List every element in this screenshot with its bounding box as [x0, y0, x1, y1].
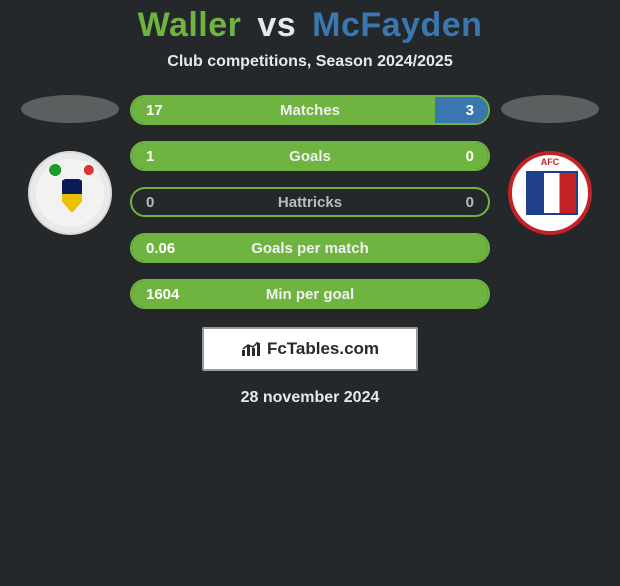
right-ellipse [501, 95, 599, 123]
stat-bar: 1Goals0 [130, 141, 490, 171]
left-side [20, 95, 120, 235]
stat-bars: 17Matches31Goals00Hattricks00.06Goals pe… [130, 95, 490, 309]
afc-fylde-crest [508, 151, 592, 235]
stat-metric-label: Goals per match [132, 240, 488, 257]
stat-value-right: 3 [466, 102, 474, 119]
stat-metric-label: Goals [132, 148, 488, 165]
comparison-title: Waller vs McFayden [0, 6, 620, 45]
stat-value-right: 0 [466, 148, 474, 165]
stat-metric-label: Matches [132, 102, 488, 119]
right-side [500, 95, 600, 235]
stat-metric-label: Min per goal [132, 286, 488, 303]
player2-name: McFayden [312, 6, 482, 44]
stat-bar: 1604Min per goal [130, 279, 490, 309]
stat-bar: 0.06Goals per match [130, 233, 490, 263]
left-ellipse [21, 95, 119, 123]
stat-bar: 17Matches3 [130, 95, 490, 125]
snapshot-date: 28 november 2024 [0, 389, 620, 407]
fctables-logo-text: FcTables.com [267, 339, 379, 359]
fctables-logo: FcTables.com [202, 327, 418, 371]
vs-separator: vs [257, 6, 296, 44]
stat-value-right: 0 [466, 194, 474, 211]
subtitle: Club competitions, Season 2024/2025 [0, 53, 620, 71]
comparison-layout: 17Matches31Goals00Hattricks00.06Goals pe… [0, 95, 620, 309]
player1-name: Waller [138, 6, 242, 44]
stat-metric-label: Hattricks [132, 194, 488, 211]
bar-chart-icon [241, 340, 263, 358]
stat-bar: 0Hattricks0 [130, 187, 490, 217]
sutton-united-crest [28, 151, 112, 235]
